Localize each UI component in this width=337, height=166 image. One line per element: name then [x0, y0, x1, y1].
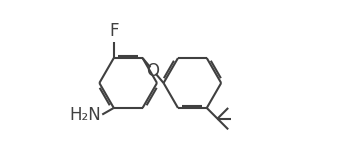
Text: F: F — [109, 22, 119, 40]
Text: O: O — [147, 62, 159, 80]
Text: H₂N: H₂N — [69, 106, 101, 124]
